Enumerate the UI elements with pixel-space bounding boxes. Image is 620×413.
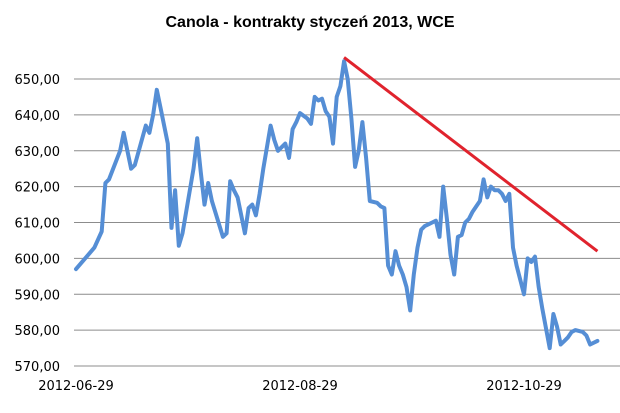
y-tick-label: 570,00 (15, 360, 61, 375)
y-tick-label: 580,00 (15, 324, 61, 339)
y-tick-label: 610,00 (15, 217, 61, 232)
x-tick-label: 2012-06-29 (38, 379, 114, 394)
series-layer (74, 59, 600, 351)
trend-line (343, 56, 599, 253)
y-tick-label: 640,00 (15, 109, 61, 124)
x-tick-label: 2012-08-29 (262, 379, 338, 394)
y-tick-label: 630,00 (15, 145, 61, 160)
gridlines (74, 78, 620, 367)
series-line (74, 59, 600, 351)
annotation-layer (343, 56, 599, 253)
y-tick-label: 650,00 (15, 73, 61, 88)
y-tick-label: 590,00 (15, 288, 61, 303)
x-tick-label: 2012-10-29 (486, 379, 562, 394)
x-axis-tick-labels: 2012-06-29 2012-08-29 2012-10-29 (38, 379, 562, 394)
y-tick-label: 600,00 (15, 252, 61, 267)
y-tick-label: 620,00 (15, 181, 61, 196)
chart-title: Canola - kontrakty styczeń 2013, WCE (165, 14, 455, 31)
y-axis-tick-labels: 570,00 580,00 590,00 600,00 610,00 620,00 630,… (15, 73, 61, 375)
